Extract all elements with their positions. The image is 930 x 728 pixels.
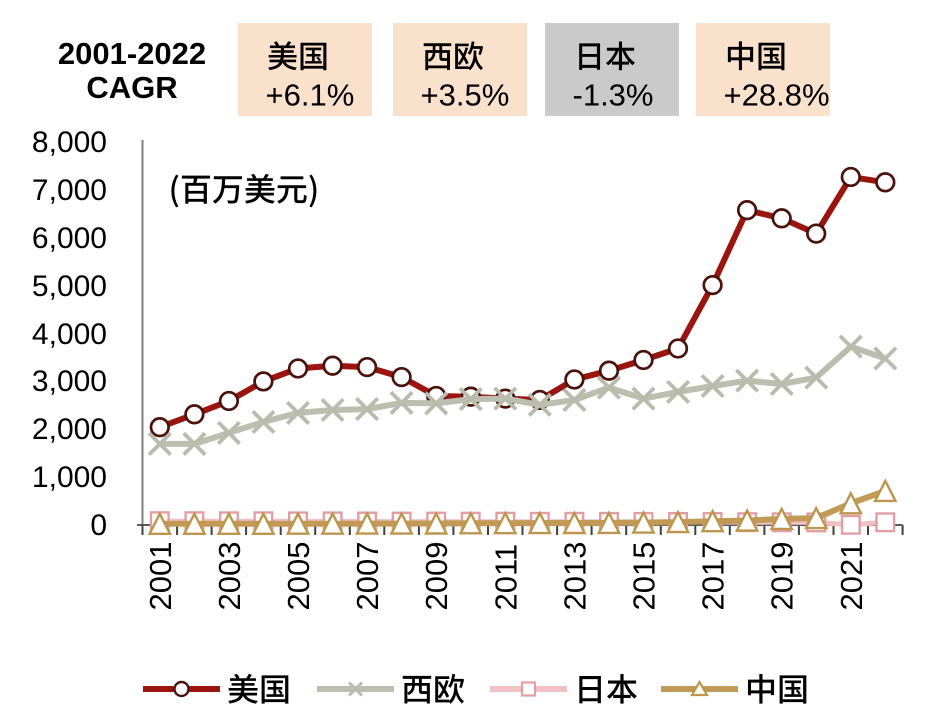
svg-text:2003: 2003 bbox=[212, 542, 247, 611]
svg-text:0: 0 bbox=[90, 509, 107, 542]
svg-text:2001: 2001 bbox=[143, 542, 178, 611]
svg-text:2015: 2015 bbox=[627, 542, 662, 611]
svg-text:5,000: 5,000 bbox=[32, 270, 107, 303]
svg-text:3,000: 3,000 bbox=[32, 365, 107, 398]
svg-text:2,000: 2,000 bbox=[32, 413, 107, 446]
svg-text:+3.5%: +3.5% bbox=[421, 78, 510, 113]
svg-text:7,000: 7,000 bbox=[32, 174, 107, 207]
svg-text:2019: 2019 bbox=[765, 542, 800, 611]
svg-text:2007: 2007 bbox=[350, 542, 385, 611]
svg-text:6,000: 6,000 bbox=[32, 222, 107, 255]
svg-text:2013: 2013 bbox=[557, 542, 592, 611]
svg-text:+6.1%: +6.1% bbox=[266, 78, 355, 113]
svg-text:2005: 2005 bbox=[281, 542, 316, 611]
svg-text:1,000: 1,000 bbox=[32, 461, 107, 494]
svg-text:2011: 2011 bbox=[488, 544, 523, 611]
svg-text:2021: 2021 bbox=[834, 542, 869, 611]
svg-text:+28.8%: +28.8% bbox=[724, 78, 830, 113]
svg-text:2017: 2017 bbox=[696, 542, 731, 611]
svg-text:-1.3%: -1.3% bbox=[573, 78, 654, 113]
svg-text:4,000: 4,000 bbox=[32, 318, 107, 351]
svg-text:2009: 2009 bbox=[419, 542, 454, 611]
svg-text:8,000: 8,000 bbox=[32, 126, 107, 159]
svg-text:2001-2022: 2001-2022 bbox=[58, 36, 206, 71]
svg-text:CAGR: CAGR bbox=[86, 70, 177, 105]
